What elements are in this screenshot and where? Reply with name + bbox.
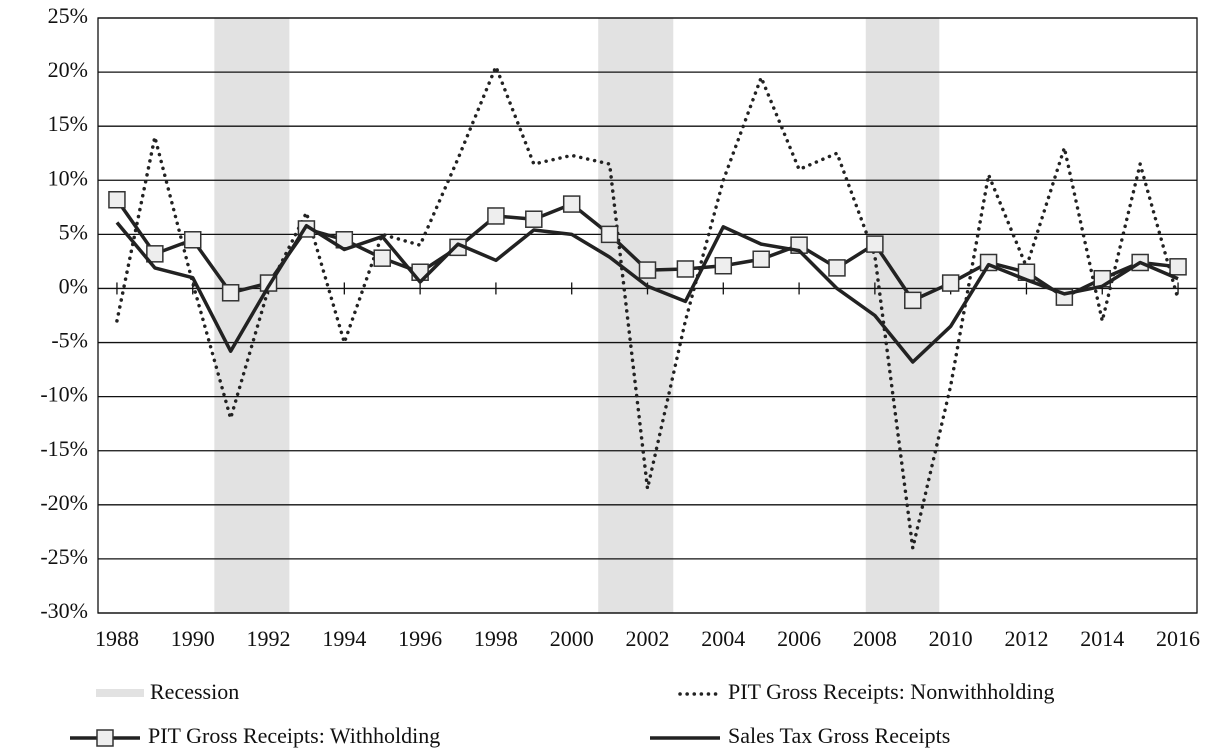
y-tick-label: 15% [48, 111, 88, 136]
y-tick-label: 20% [48, 57, 88, 82]
series-marker [525, 210, 543, 228]
series-line [115, 221, 1179, 364]
legend-label: PIT Gross Receipts: Withholding [148, 723, 440, 748]
legend-label: PIT Gross Receipts: Nonwithholding [728, 679, 1055, 704]
y-tick-label: -10% [40, 382, 88, 407]
y-tick-label: -25% [40, 544, 88, 569]
series-marker [146, 245, 164, 263]
x-tick-label: 2006 [777, 626, 821, 651]
series-marker [373, 249, 391, 267]
recession-band [598, 18, 674, 613]
plot-frame [97, 17, 1198, 614]
series-marker [752, 250, 770, 268]
legend-marker [96, 729, 114, 747]
y-tick-label: 25% [48, 3, 88, 28]
legend-label: Recession [150, 679, 239, 704]
x-tick-label: 1998 [474, 626, 518, 651]
series-marker [904, 291, 922, 310]
series-marker [562, 195, 581, 213]
series-marker [638, 261, 657, 279]
y-tick-label: 5% [59, 219, 88, 244]
y-tick-label: -5% [51, 328, 88, 353]
series-marker [676, 260, 695, 278]
x-tick-label: 2014 [1080, 626, 1124, 651]
series-marker [221, 284, 240, 302]
y-tick-label: 10% [48, 165, 88, 190]
x-tick-label: 2008 [853, 626, 897, 651]
series-marker [183, 231, 202, 249]
series-marker [941, 274, 960, 292]
y-tick-label: -20% [40, 490, 88, 515]
x-tick-label: 2012 [1004, 626, 1048, 651]
y-tick-label: -30% [40, 598, 88, 623]
legend-label: Sales Tax Gross Receipts [728, 723, 950, 748]
x-tick-label: 1996 [398, 626, 442, 651]
series-line [115, 64, 1180, 550]
x-tick-label: 1994 [322, 626, 366, 651]
series-marker [714, 256, 733, 275]
x-tick-label: 2004 [701, 626, 745, 651]
x-tick-label: 1988 [95, 626, 139, 651]
x-tick-label: 2002 [626, 626, 670, 651]
x-tick-label: 1992 [247, 626, 291, 651]
x-tick-label: 1990 [171, 626, 215, 651]
x-tick-label: 2000 [550, 626, 594, 651]
series-marker [600, 225, 619, 244]
series-marker [108, 190, 126, 209]
series-marker [487, 207, 505, 225]
series-marker [1169, 258, 1187, 276]
x-tick-label: 2016 [1156, 626, 1200, 651]
series-marker [866, 235, 884, 253]
x-tick-label: 2010 [929, 626, 973, 651]
y-tick-label: -15% [40, 436, 88, 461]
y-tick-label: 0% [59, 274, 88, 299]
legend-swatch [96, 689, 144, 697]
series-marker [828, 259, 846, 277]
recession-band [865, 18, 940, 613]
